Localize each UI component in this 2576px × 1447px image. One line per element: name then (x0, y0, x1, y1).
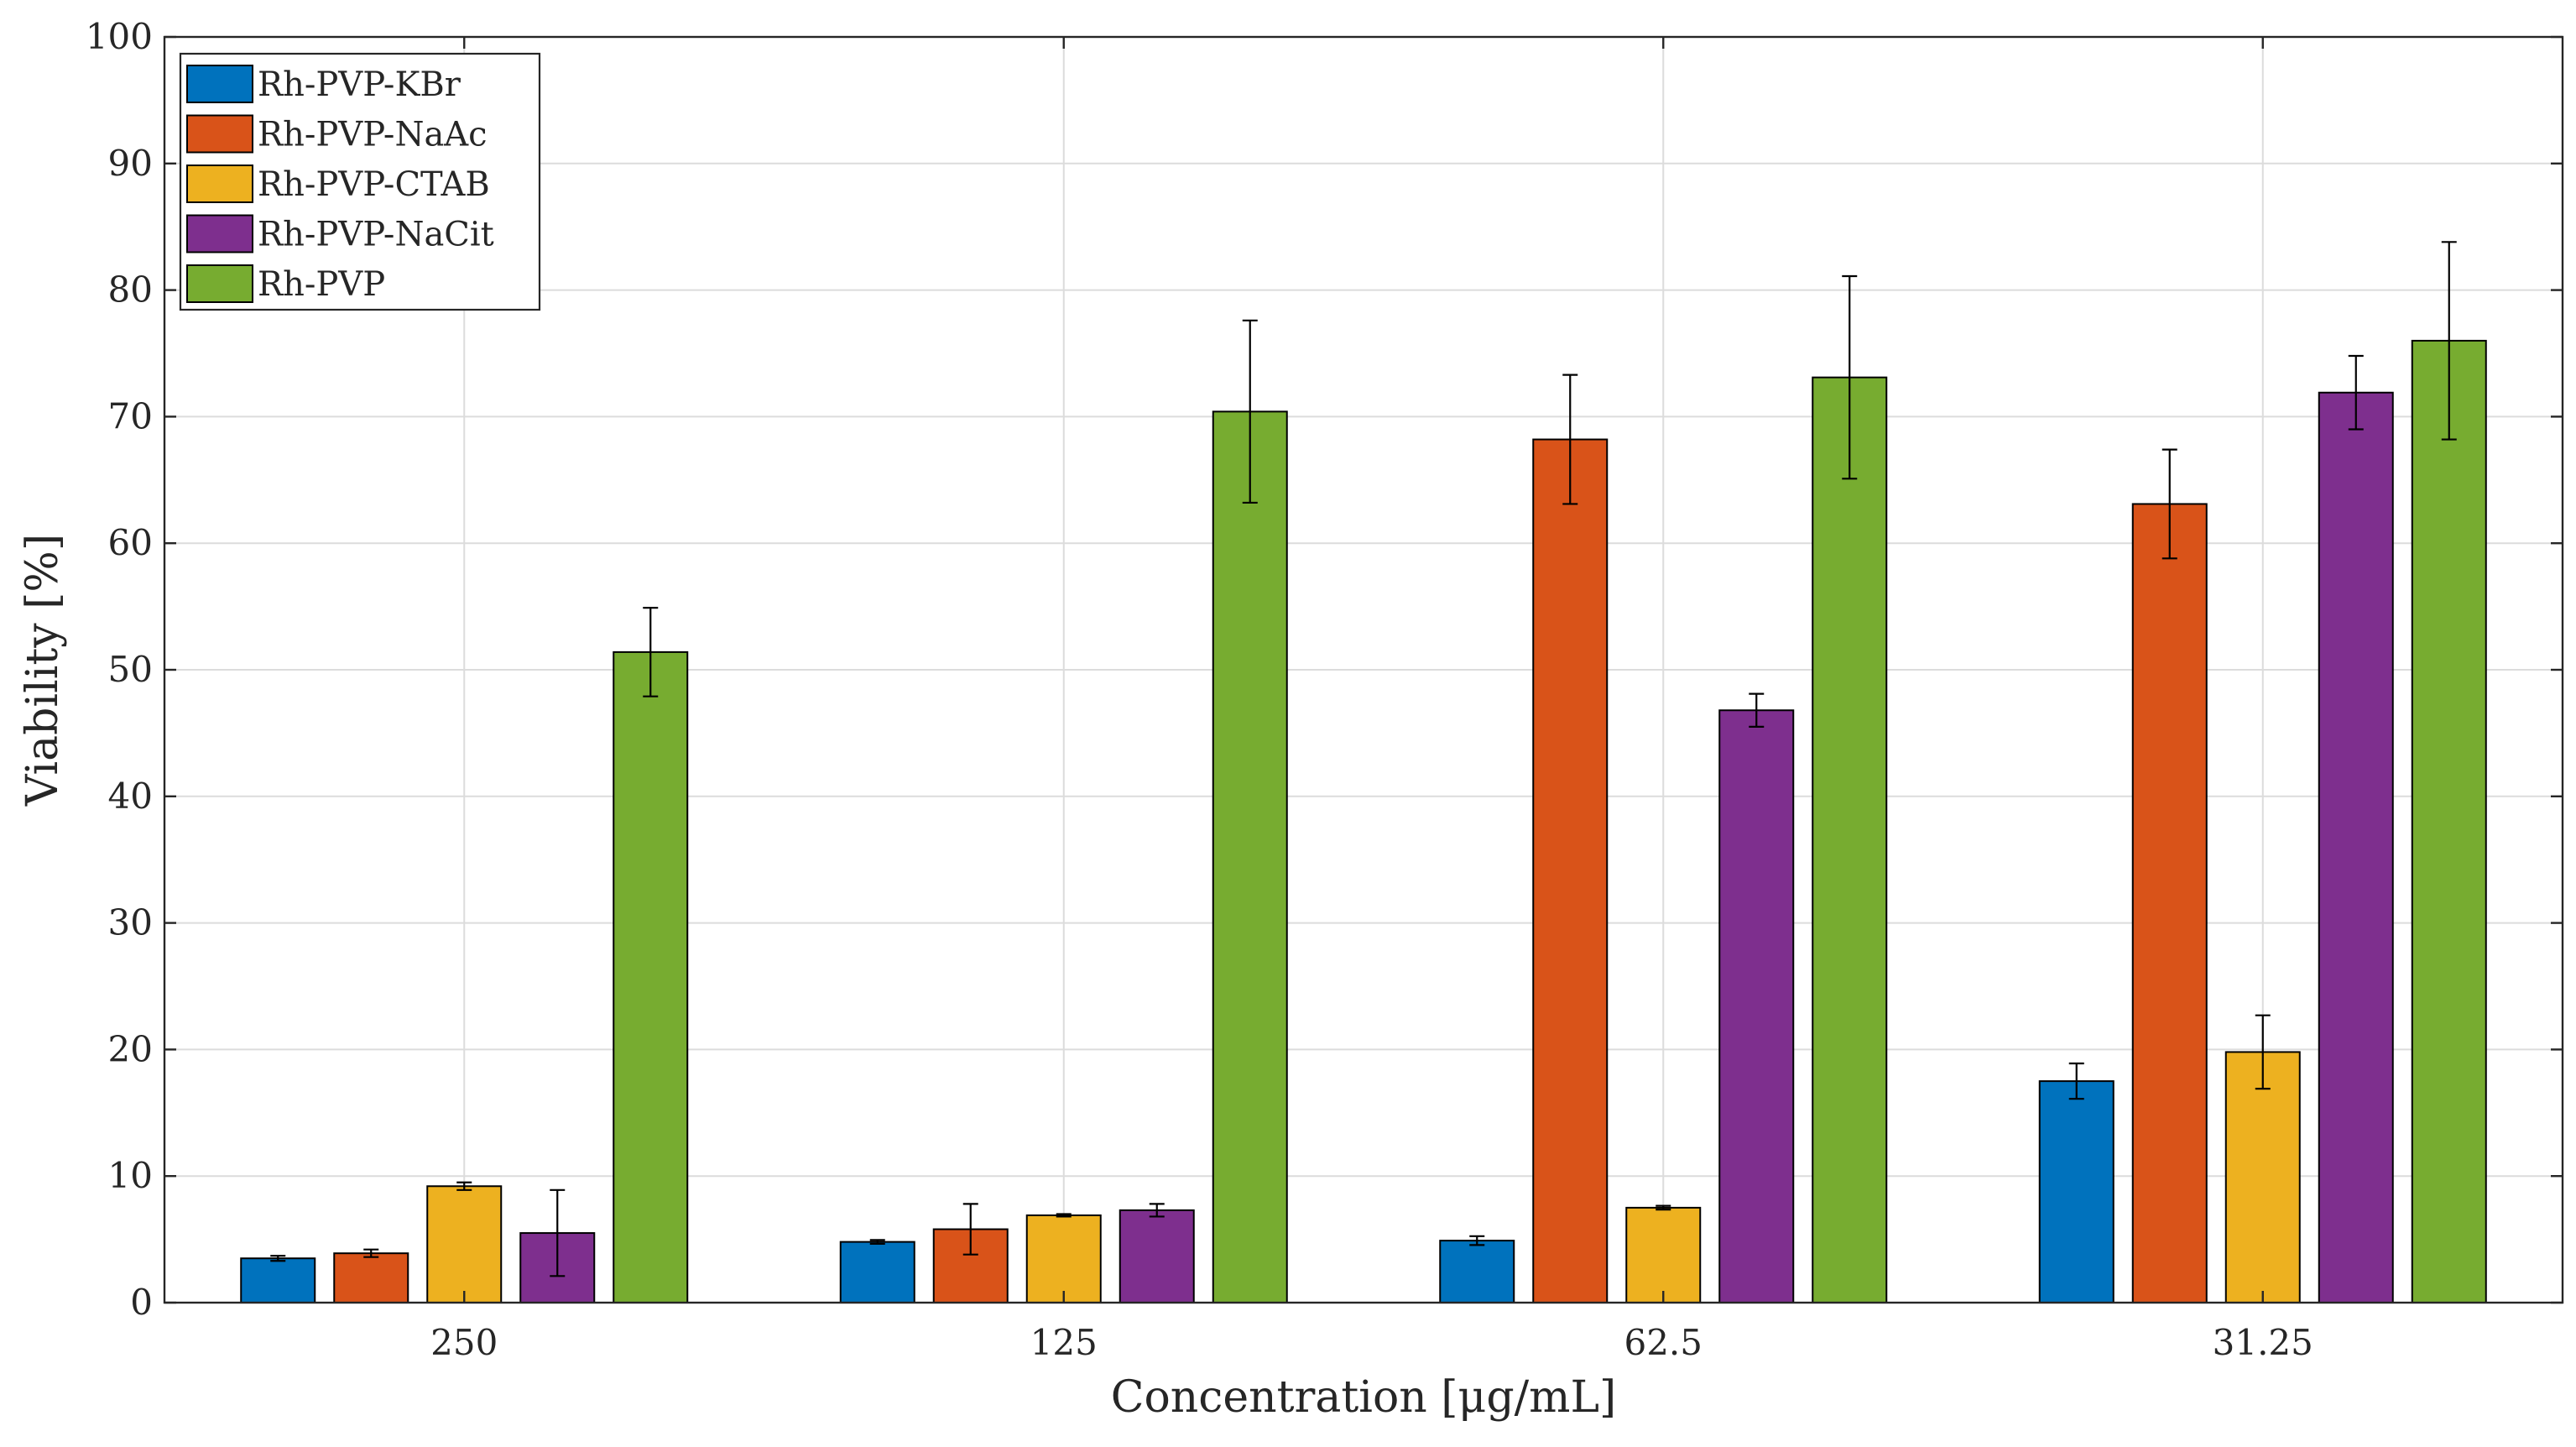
bar-rh-pvp-naac-31.25 (2131, 503, 2208, 1303)
bar-rh-pvp-naac-250 (333, 1252, 409, 1303)
y-tick-label: 30 (108, 902, 153, 943)
y-tick-label: 0 (130, 1282, 153, 1323)
legend-swatch (186, 114, 253, 154)
error-bar-rh-pvp-nacit-125 (1149, 1203, 1165, 1218)
error-bar-rh-pvp-nacit-62.5 (1749, 692, 1765, 728)
y-axis-label: Viability [%] (18, 534, 68, 807)
tick-labels: 0 10 20 30 40 50 60 70 80 90 100 250 125 62.5 31.25 (86, 16, 2313, 1363)
y-tick-label: 80 (108, 269, 153, 311)
bar-rh-pvp-250 (613, 650, 689, 1303)
bar-rh-pvp-ctab-31.25 (2224, 1051, 2301, 1304)
y-tick-label: 40 (108, 776, 153, 817)
legend: Rh-PVP-KBr Rh-PVP-NaAc Rh-PVP-CTAB Rh-PVP-N… (179, 52, 541, 311)
legend-swatch (186, 65, 253, 103)
bar-rh-pvp-ctab-125 (1025, 1214, 1102, 1303)
error-bar-rh-pvp-125 (1242, 319, 1258, 504)
error-bar-rh-pvp-kbr-250 (270, 1255, 286, 1262)
legend-label: Rh-PVP (258, 265, 385, 304)
legend-item: Rh-PVP (186, 264, 385, 304)
x-tick-label: 62.5 (1624, 1322, 1703, 1363)
legend-swatch (186, 165, 253, 203)
x-tick-label: 31.25 (2213, 1322, 2313, 1363)
error-bar-rh-pvp-nacit-250 (550, 1188, 566, 1277)
y-tick-label: 10 (108, 1155, 153, 1196)
error-bar-rh-pvp-naac-125 (962, 1203, 978, 1256)
error-bar-rh-pvp-250 (643, 607, 659, 697)
bars (240, 339, 2487, 1304)
y-tick-label: 60 (108, 522, 153, 563)
x-tick-label: 250 (430, 1322, 498, 1363)
x-axis-label: Concentration [μg/mL] (1111, 1372, 1617, 1423)
error-bar-rh-pvp-kbr-31.25 (2068, 1062, 2084, 1100)
legend-label: Rh-PVP-NaAc (258, 116, 488, 154)
error-bar-rh-pvp-ctab-250 (456, 1181, 472, 1191)
legend-item: Rh-PVP-KBr (186, 65, 461, 104)
legend-label: Rh-PVP-NaCit (258, 216, 494, 254)
y-tick-label: 50 (108, 649, 153, 690)
error-bar-rh-pvp-ctab-31.25 (2255, 1014, 2271, 1090)
legend-item: Rh-PVP-NaCit (186, 214, 494, 254)
y-tick-label: 70 (108, 395, 153, 436)
bar-rh-pvp-62.5 (1812, 376, 1888, 1304)
bar-rh-pvp-kbr-125 (839, 1241, 915, 1303)
bar-rh-pvp-31.25 (2411, 339, 2487, 1303)
error-bar-rh-pvp-kbr-125 (869, 1239, 885, 1245)
bar-rh-pvp-kbr-250 (240, 1257, 316, 1303)
error-bar-rh-pvp-naac-250 (363, 1248, 379, 1258)
bar-rh-pvp-nacit-31.25 (2318, 391, 2394, 1303)
legend-item: Rh-PVP-CTAB (186, 165, 490, 204)
error-bar-rh-pvp-31.25 (2441, 241, 2457, 441)
error-bar-rh-pvp-naac-31.25 (2161, 448, 2177, 560)
error-bar-rh-pvp-kbr-62.5 (1469, 1235, 1485, 1246)
y-tick-label: 20 (108, 1028, 153, 1069)
x-tick-label: 125 (1030, 1322, 1098, 1363)
error-bar-rh-pvp-62.5 (1842, 274, 1858, 480)
bar-rh-pvp-ctab-250 (426, 1185, 503, 1304)
axes (163, 35, 2564, 1304)
legend-label: Rh-PVP-KBr (258, 65, 461, 104)
bar-rh-pvp-kbr-31.25 (2038, 1080, 2115, 1303)
legend-swatch (186, 214, 253, 253)
error-bars (270, 241, 2457, 1277)
bar-rh-pvp-ctab-62.5 (1625, 1206, 1702, 1304)
legend-swatch (186, 264, 253, 303)
bar-rh-pvp-nacit-62.5 (1718, 709, 1795, 1303)
error-bar-rh-pvp-naac-62.5 (1562, 374, 1578, 505)
error-bar-rh-pvp-ctab-125 (1056, 1213, 1072, 1218)
error-bar-rh-pvp-nacit-31.25 (2348, 354, 2364, 431)
legend-label: Rh-PVP-CTAB (258, 165, 490, 204)
y-tick-label: 100 (86, 16, 153, 57)
bar-rh-pvp-kbr-62.5 (1439, 1240, 1515, 1304)
legend-item: Rh-PVP-NaAc (186, 114, 488, 154)
bar-rh-pvp-nacit-125 (1119, 1209, 1195, 1304)
y-tick-label: 90 (108, 143, 153, 184)
bar-rh-pvp-naac-62.5 (1532, 438, 1609, 1304)
error-bar-rh-pvp-ctab-62.5 (1656, 1204, 1671, 1211)
bar-rh-pvp-125 (1212, 410, 1288, 1303)
axes-box (163, 35, 2564, 1304)
